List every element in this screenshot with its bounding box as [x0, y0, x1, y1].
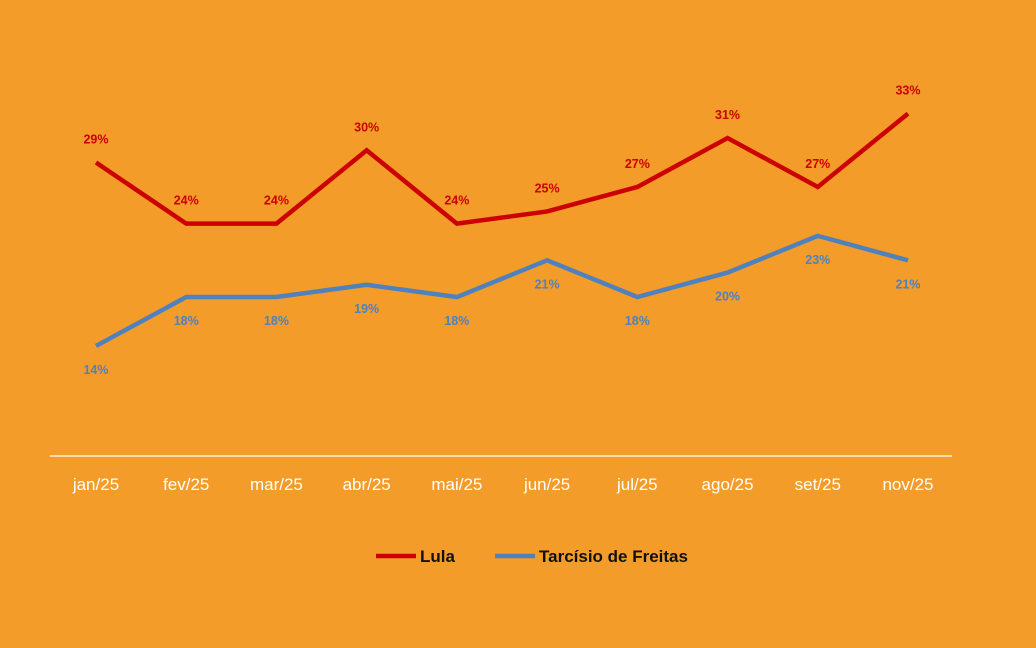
data-label-lula-jul-25: 27%: [625, 157, 650, 171]
x-tick-label-ago-25: ago/25: [702, 475, 754, 494]
data-label-lula-abr-25: 30%: [354, 120, 379, 134]
legend-item-lula: Lula: [376, 547, 455, 566]
x-tick-label-jun-25: jun/25: [523, 475, 570, 494]
data-label-tarcisio-de-freitas-jul-25: 18%: [625, 314, 650, 328]
data-labels: 29% 24% 24% 30% 24% 25% 27% 31% 27% 33% 14% 18% 18% 1…: [83, 84, 920, 377]
data-label-tarcisio-de-freitas-mai-25: 18%: [444, 314, 469, 328]
series-lines: [94, 111, 910, 348]
data-label-lula-mai-25: 24%: [444, 194, 469, 208]
data-label-lula-jan-25: 29%: [83, 133, 108, 147]
x-tick-label-abr-25: abr/25: [343, 475, 391, 494]
data-label-tarcisio-de-freitas-fev-25: 18%: [174, 314, 199, 328]
legend: Lula Tarcísio de Freitas: [376, 547, 688, 566]
series-line-tarcisio-de-freitas: [94, 233, 909, 348]
data-label-tarcisio-de-freitas-ago-25: 20%: [715, 290, 740, 304]
legend-label-tarcisio-de-freitas: Tarcísio de Freitas: [539, 547, 688, 566]
data-label-lula-mar-25: 24%: [264, 194, 289, 208]
data-label-lula-set-25: 27%: [805, 157, 830, 171]
data-label-tarcisio-de-freitas-set-25: 23%: [805, 253, 830, 267]
x-tick-label-nov-25: nov/25: [882, 475, 933, 494]
x-tick-label-set-25: set/25: [795, 475, 841, 494]
data-label-tarcisio-de-freitas-jan-25: 14%: [83, 363, 108, 377]
x-axis: jan/25 fev/25 mar/25 abr/25 mai/25 jun/25 jul/…: [50, 455, 952, 494]
x-tick-label-mar-25: mar/25: [250, 475, 303, 494]
data-label-lula-nov-25: 33%: [895, 84, 920, 98]
series-line-lula: [94, 111, 910, 227]
data-label-tarcisio-de-freitas-mar-25: 18%: [264, 314, 289, 328]
data-label-lula-jun-25: 25%: [535, 181, 560, 195]
data-label-tarcisio-de-freitas-nov-25: 21%: [895, 277, 920, 291]
x-tick-label-mai-25: mai/25: [431, 475, 482, 494]
data-label-tarcisio-de-freitas-abr-25: 19%: [354, 302, 379, 316]
data-label-tarcisio-de-freitas-jun-25: 21%: [535, 277, 560, 291]
legend-item-tarcisio-de-freitas: Tarcísio de Freitas: [495, 547, 688, 566]
x-tick-label-jul-25: jul/25: [616, 475, 658, 494]
x-tick-label-jan-25: jan/25: [72, 475, 119, 494]
legend-label-lula: Lula: [420, 547, 455, 566]
data-label-lula-ago-25: 31%: [715, 108, 740, 122]
data-label-lula-fev-25: 24%: [174, 194, 199, 208]
x-tick-label-fev-25: fev/25: [163, 475, 209, 494]
